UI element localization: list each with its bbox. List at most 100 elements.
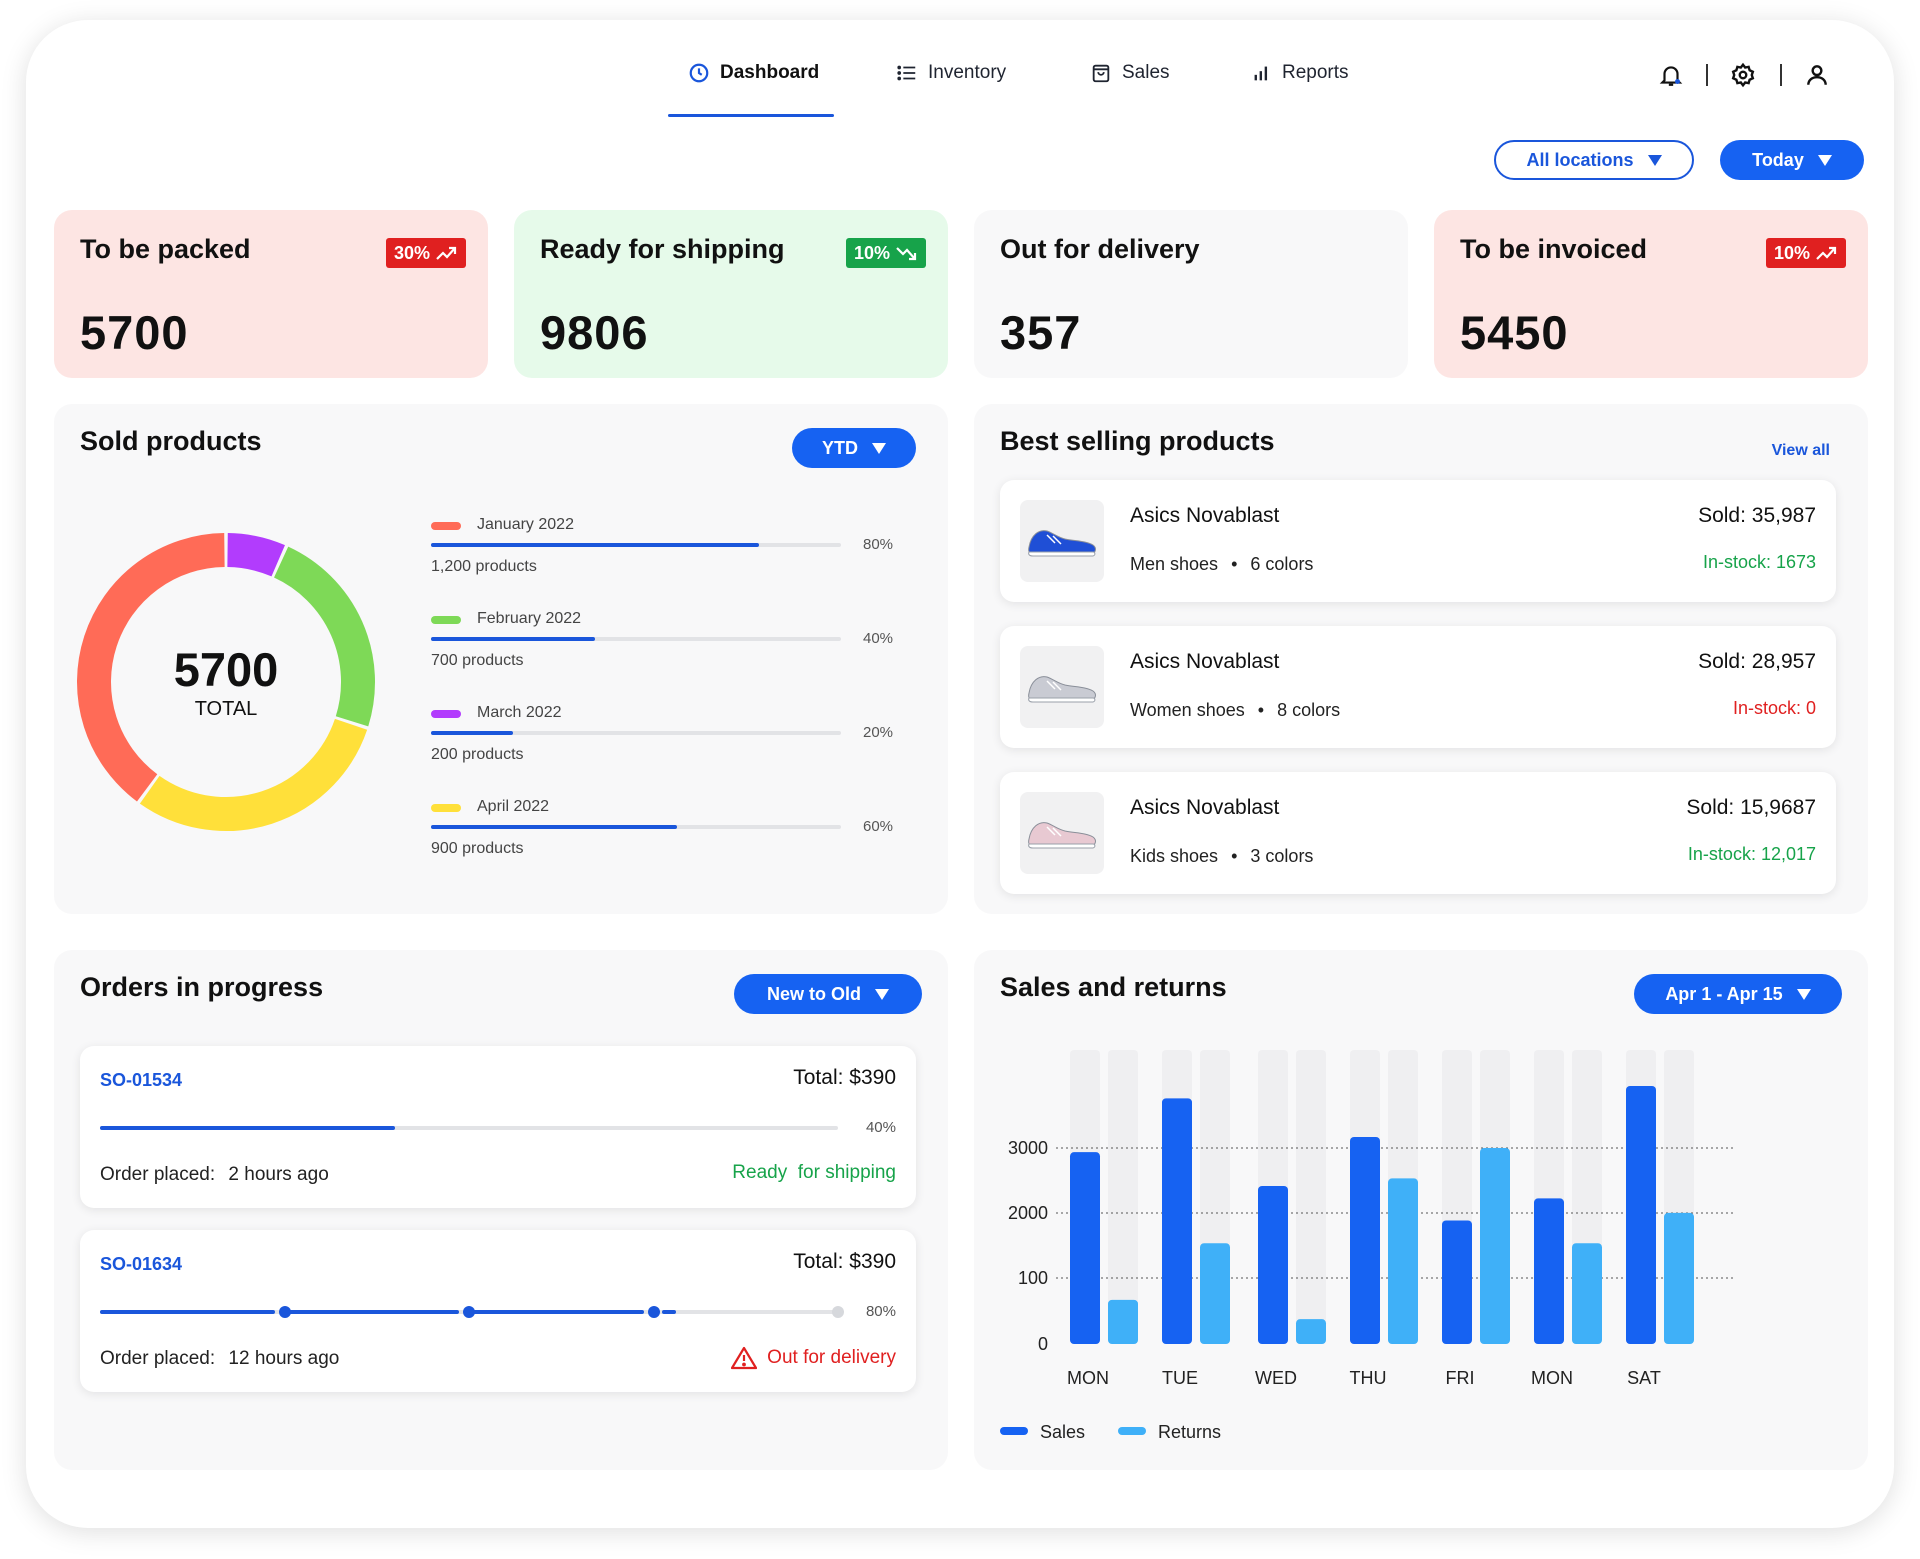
view-all-link[interactable]: View all xyxy=(1771,442,1830,459)
order-id[interactable]: SO-01634 xyxy=(100,1254,183,1274)
user-icon[interactable] xyxy=(1804,62,1830,88)
y-tick-label: 3000 xyxy=(1008,1138,1048,1158)
period-filter-label: Today xyxy=(1752,149,1804,170)
product-colors: 8 colors xyxy=(1277,700,1341,720)
returns-bar xyxy=(1572,1243,1602,1344)
period-filter-dropdown[interactable]: Today xyxy=(1720,140,1864,180)
order-id[interactable]: SO-01534 xyxy=(100,1070,183,1090)
shoe-icon xyxy=(1028,676,1096,703)
trend-badge: 30% xyxy=(385,238,466,268)
y-tick-label: 2000 xyxy=(1008,1203,1048,1223)
progress-fill xyxy=(431,543,759,547)
trend-up-icon xyxy=(436,246,457,260)
bullet-separator: • xyxy=(1257,700,1265,720)
caret-down-icon xyxy=(1647,154,1662,166)
gear-icon[interactable] xyxy=(1730,62,1756,88)
panel-title: Best selling products xyxy=(1000,426,1275,456)
progress-track xyxy=(431,731,841,735)
x-tick-label: SAT xyxy=(1627,1368,1661,1388)
product-category: Kids shoes xyxy=(1130,846,1219,866)
sales-returns-panel: Sales and returns Apr 1 - Apr 15 0 100 200… xyxy=(974,950,1868,1470)
panel-title: Orders in progress xyxy=(80,972,324,1002)
tab-inventory[interactable]: Inventory xyxy=(896,62,1006,118)
sales-bar xyxy=(1442,1220,1472,1344)
color-swatch xyxy=(431,804,461,812)
shoe-icon xyxy=(1028,822,1096,849)
product-card[interactable]: Asics Novablast Men shoes • 6 colors Sol… xyxy=(1000,480,1836,602)
product-sold: Sold: 28,957 xyxy=(1698,650,1816,673)
stat-value: 9806 xyxy=(540,306,649,359)
product-name: Asics Novablast xyxy=(1130,650,1280,673)
caret-down-icon xyxy=(872,442,886,454)
progress-fill xyxy=(431,825,677,829)
progress-fill xyxy=(431,637,595,641)
stat-title: Ready for shipping xyxy=(540,234,785,264)
percent-label: 40% xyxy=(863,630,894,647)
tab-sales[interactable]: Sales xyxy=(1090,62,1170,118)
product-card[interactable]: Asics Novablast Kids shoes • 3 colors So… xyxy=(1000,772,1836,894)
tab-dashboard[interactable]: Dashboard xyxy=(688,62,819,118)
donut-total-label: TOTAL xyxy=(194,698,258,720)
order-placed-time: 2 hours ago xyxy=(228,1164,329,1185)
product-name: Asics Novablast xyxy=(1130,796,1280,819)
product-card[interactable]: Asics Novablast Women shoes • 8 colors S… xyxy=(1000,626,1836,748)
progress-track xyxy=(431,637,841,641)
sold-products-donut-chart xyxy=(77,533,375,831)
color-swatch xyxy=(431,710,461,718)
stat-card-to-be-packed[interactable]: To be packed 30% 5700 xyxy=(54,210,488,378)
product-meta: Kids shoes • 3 colors xyxy=(1130,846,1313,867)
location-filter-dropdown[interactable]: All locations xyxy=(1494,140,1694,180)
stat-card-ready-for-shipping[interactable]: Ready for shipping 10% 9806 xyxy=(514,210,948,378)
order-status: Out for delivery xyxy=(731,1346,896,1370)
order-progress-percent: 40% xyxy=(865,1119,896,1136)
sold-products-panel: Sold products YTD 5700 TOTAL January 202… xyxy=(54,404,948,914)
caret-down-icon xyxy=(1817,154,1832,166)
donut-slice xyxy=(77,533,225,802)
dashboard-frame: Dashboard Inventory Sales Reports All lo… xyxy=(26,20,1894,1528)
product-category: Women shoes xyxy=(1130,700,1245,720)
tab-reports[interactable]: Reports xyxy=(1250,62,1349,118)
order-progress-track xyxy=(100,1306,844,1318)
legend-label: Returns xyxy=(1158,1422,1221,1442)
stat-title: Out for delivery xyxy=(1000,234,1200,264)
order-card[interactable]: SO-01634 Total: $390 80% Order placed: 1… xyxy=(80,1230,916,1392)
tab-label: Reports xyxy=(1282,62,1349,83)
breakdown-row: March 2022 20% 200 products xyxy=(431,704,893,776)
bar-chart-icon xyxy=(1254,66,1268,81)
order-progress-segment xyxy=(100,1310,275,1314)
order-placed-label: Order placed: xyxy=(100,1348,216,1369)
divider xyxy=(1706,64,1708,86)
order-progress-fill xyxy=(100,1126,396,1130)
warning-icon xyxy=(731,1346,758,1370)
bullet-separator: • xyxy=(1231,554,1238,574)
product-count: 1,200 products xyxy=(431,558,537,575)
y-tick-label: 100 xyxy=(1018,1268,1048,1288)
period-dropdown[interactable]: YTD xyxy=(792,428,916,468)
trend-up-icon xyxy=(1816,246,1837,260)
tab-label: Sales xyxy=(1122,62,1170,83)
stat-card-out-for-delivery[interactable]: Out for delivery 357 xyxy=(974,210,1408,378)
active-tab-indicator xyxy=(668,114,834,117)
returns-bar xyxy=(1664,1212,1694,1344)
product-sold: Sold: 35,987 xyxy=(1698,504,1816,527)
returns-bar xyxy=(1200,1243,1230,1344)
month-label: January 2022 xyxy=(477,516,574,533)
order-total: Total: $390 xyxy=(793,1066,896,1089)
trend-down-icon xyxy=(896,247,917,261)
date-range-label: Apr 1 - Apr 15 xyxy=(1665,983,1783,1004)
date-range-dropdown[interactable]: Apr 1 - Apr 15 xyxy=(1634,974,1842,1014)
bell-icon[interactable] xyxy=(1658,62,1684,88)
sort-dropdown[interactable]: New to Old xyxy=(734,974,922,1014)
order-progress-track xyxy=(100,1126,838,1130)
order-card[interactable]: SO-01534 Total: $390 40% Order placed: 2… xyxy=(80,1046,916,1208)
stat-card-to-be-invoiced[interactable]: To be invoiced 10% 5450 xyxy=(1434,210,1868,378)
x-tick-label: THU xyxy=(1350,1368,1387,1388)
legend-swatch xyxy=(1118,1427,1146,1435)
returns-bar xyxy=(1388,1178,1418,1344)
month-label: March 2022 xyxy=(477,704,562,721)
product-stock: In-stock: 1673 xyxy=(1702,552,1816,572)
order-total: Total: $390 xyxy=(793,1250,896,1273)
x-tick-label: WED xyxy=(1255,1368,1297,1388)
product-colors: 3 colors xyxy=(1250,846,1314,866)
best-selling-panel: Best selling products View all Asics Nov… xyxy=(974,404,1868,914)
